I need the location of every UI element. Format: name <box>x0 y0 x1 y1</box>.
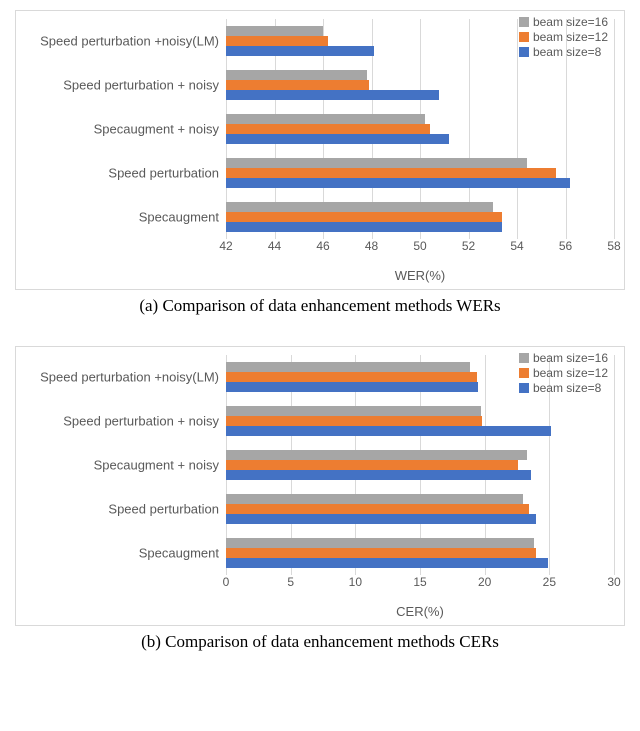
x-tick: 48 <box>365 239 378 253</box>
bar <box>226 450 527 460</box>
legend-item: beam size=12 <box>519 30 608 44</box>
bar <box>226 202 493 212</box>
x-tick: 50 <box>413 239 426 253</box>
legend: beam size=16beam size=12beam size=8 <box>519 351 608 396</box>
legend-label: beam size=16 <box>533 15 608 29</box>
legend-item: beam size=8 <box>519 381 608 395</box>
category-label: Specaugment <box>19 546 219 561</box>
bar <box>226 168 556 178</box>
category-label: Specaugment + noisy <box>19 122 219 137</box>
legend-item: beam size=16 <box>519 351 608 365</box>
bar <box>226 372 477 382</box>
x-tick: 10 <box>349 575 362 589</box>
legend-label: beam size=16 <box>533 351 608 365</box>
legend-label: beam size=12 <box>533 30 608 44</box>
bar <box>226 382 478 392</box>
bar <box>226 222 502 232</box>
legend-label: beam size=12 <box>533 366 608 380</box>
bar <box>226 558 548 568</box>
legend-label: beam size=8 <box>533 45 601 59</box>
bar <box>226 90 439 100</box>
legend-label: beam size=8 <box>533 381 601 395</box>
chart-container: 42 44 46 48 50 52 54 56 58 WER(%) Speed perturbati… <box>15 10 625 290</box>
chart-wer: 42 44 46 48 50 52 54 56 58 WER(%) Speed perturbati… <box>5 10 635 316</box>
bar <box>226 416 482 426</box>
x-tick: 52 <box>462 239 475 253</box>
bar <box>226 470 531 480</box>
bar <box>226 548 536 558</box>
bar <box>226 46 374 56</box>
legend-item: beam size=12 <box>519 366 608 380</box>
bar <box>226 538 534 548</box>
bar <box>226 80 369 90</box>
bar <box>226 514 536 524</box>
bar <box>226 178 570 188</box>
bar <box>226 36 328 46</box>
bar <box>226 114 425 124</box>
bar <box>226 362 470 372</box>
category-label: Specaugment + noisy <box>19 458 219 473</box>
grid-line <box>517 19 518 239</box>
x-tick: 46 <box>316 239 329 253</box>
x-axis: 424446485052545658 <box>226 239 614 259</box>
bar <box>226 426 551 436</box>
bar <box>226 212 502 222</box>
x-tick: 58 <box>607 239 620 253</box>
bar <box>226 460 518 470</box>
x-axis: 051015202530 <box>226 575 614 595</box>
legend-swatch <box>519 353 529 363</box>
grid-line <box>614 355 615 575</box>
chart-cer: 0 5 10 15 20 25 30 CER(%) Speed perturbation +no… <box>5 346 635 652</box>
category-label: Speed perturbation + noisy <box>19 414 219 429</box>
bar <box>226 494 523 504</box>
legend-swatch <box>519 32 529 42</box>
bar <box>226 124 430 134</box>
bar <box>226 26 323 36</box>
bar <box>226 504 529 514</box>
category-label: Speed perturbation <box>19 166 219 181</box>
chart-caption: (a) Comparison of data enhancement metho… <box>5 296 635 316</box>
bar <box>226 70 367 80</box>
x-tick: 42 <box>219 239 232 253</box>
x-tick: 54 <box>510 239 523 253</box>
x-axis-title: CER(%) <box>226 604 614 619</box>
legend-swatch <box>519 368 529 378</box>
bar <box>226 158 527 168</box>
legend-swatch <box>519 383 529 393</box>
x-tick: 20 <box>478 575 491 589</box>
x-tick: 5 <box>287 575 294 589</box>
bar <box>226 406 481 416</box>
legend-item: beam size=16 <box>519 15 608 29</box>
legend-swatch <box>519 47 529 57</box>
legend-item: beam size=8 <box>519 45 608 59</box>
chart-container: 0 5 10 15 20 25 30 CER(%) Speed perturbation +no… <box>15 346 625 626</box>
category-label: Specaugment <box>19 210 219 225</box>
x-tick: 25 <box>543 575 556 589</box>
bar <box>226 134 449 144</box>
x-tick: 15 <box>413 575 426 589</box>
x-tick: 44 <box>268 239 281 253</box>
category-label: Speed perturbation <box>19 502 219 517</box>
grid-line <box>614 19 615 239</box>
legend-swatch <box>519 17 529 27</box>
x-tick: 56 <box>559 239 572 253</box>
chart-caption: (b) Comparison of data enhancement metho… <box>5 632 635 652</box>
category-label: Speed perturbation +noisy(LM) <box>19 370 219 385</box>
category-label: Speed perturbation + noisy <box>19 78 219 93</box>
category-label: Speed perturbation +noisy(LM) <box>19 34 219 49</box>
x-axis-title: WER(%) <box>226 268 614 283</box>
x-tick: 0 <box>223 575 230 589</box>
legend: beam size=16beam size=12beam size=8 <box>519 15 608 60</box>
x-tick: 30 <box>607 575 620 589</box>
